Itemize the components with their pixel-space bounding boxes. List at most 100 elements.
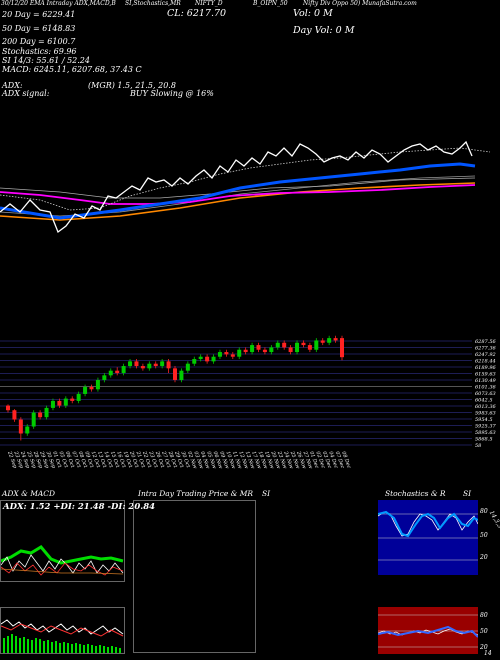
- date-tick-label: 08 Oct: [77, 451, 89, 470]
- adx-panel: ADX: 1.52 +DI: 21.48 -DI: 20.84: [0, 500, 155, 582]
- date-tick-label: 01 Dec: [308, 451, 320, 470]
- stoch-level-50: 50: [480, 532, 488, 539]
- date-tick-label: 10 Nov: [225, 451, 237, 470]
- price-tick-label: 6218.44: [475, 359, 496, 365]
- candle-body: [70, 398, 75, 401]
- header-line1-mid: SI,Stochastics,MR: [125, 0, 181, 7]
- date-tick-label: 07 Oct: [70, 451, 82, 470]
- rsi-lines: [378, 614, 478, 648]
- date-tick-label: 04 Nov: [199, 451, 211, 470]
- candle-body: [31, 412, 36, 427]
- volume-label: Vol: 0 M: [293, 8, 333, 19]
- ma50-line: [0, 184, 476, 205]
- ma200-line: [0, 182, 476, 221]
- candle-body: [205, 356, 210, 362]
- stochastics-si-label: SI: [463, 489, 472, 498]
- adx-lines: [1, 545, 124, 576]
- candle-body: [243, 349, 248, 353]
- candle-body: [147, 363, 152, 369]
- candle-body: [140, 366, 145, 369]
- adx-signal-label: ADX signal:: [2, 89, 50, 98]
- price-tick-label: 6013.36: [475, 404, 496, 410]
- price-tick-label: 5983.63: [475, 411, 496, 417]
- candle-body: [192, 359, 197, 364]
- rsi-level-80: 80: [480, 612, 488, 619]
- candle-body: [173, 368, 177, 380]
- candle-body: [333, 338, 338, 341]
- date-tick-label: 09 Nov: [218, 451, 230, 470]
- stochastics-label: Stochastics: 69.96: [2, 47, 77, 56]
- ema-dotted-line: [0, 147, 491, 211]
- date-tick-label: 03 Nov: [192, 451, 204, 470]
- price-tick-label: 6130.49: [475, 378, 496, 384]
- candle-body: [269, 347, 274, 353]
- candle-body: [50, 400, 55, 408]
- header-line1-desc: Nifty Div Oppo 50) MunafaSutra.com: [303, 0, 417, 7]
- candle-body: [275, 342, 280, 348]
- candle-body: [25, 426, 30, 434]
- candle-body: [166, 361, 171, 369]
- candle-body: [115, 370, 120, 374]
- adx-macd-title: ADX & MACD: [2, 489, 56, 498]
- ma50-label: 50 Day = 6148.83: [2, 24, 76, 33]
- candle-body: [320, 340, 325, 343]
- date-tick-label: 03 Dec: [321, 451, 333, 470]
- candle-body: [340, 338, 344, 358]
- date-tick-label: 07 Dec: [334, 451, 346, 470]
- candle-body: [76, 393, 81, 401]
- price-tick-label: 6159.63: [475, 372, 496, 378]
- stochastics-lines: [378, 510, 478, 561]
- candle-body: [230, 354, 235, 357]
- moving-average-chart: [0, 140, 491, 234]
- macd-label: MACD: 6245.11, 6207.68, 37.43 C: [2, 65, 142, 74]
- date-tick-label: 30 Oct: [180, 451, 192, 470]
- ma20-line: [0, 162, 476, 220]
- adx-values: (MGR) 1.5, 21.5, 20.8: [88, 81, 176, 90]
- date-tick-label: 11 Nov: [231, 451, 243, 470]
- candle-body: [18, 419, 23, 434]
- price-tick-label: 6287.56: [475, 339, 496, 345]
- price-tick-label: 6247.92: [475, 352, 496, 358]
- price-tick-label: 5895.63: [475, 430, 496, 436]
- candle-body: [57, 400, 62, 406]
- date-tick-label: 02 Nov: [186, 451, 198, 470]
- macd-white-line: [1, 619, 124, 635]
- macd-red-line: [1, 623, 124, 637]
- price-tick-label: 5868.5: [475, 437, 493, 443]
- intraday-si-label: SI: [262, 489, 271, 498]
- ma20-label: 20 Day = 6229.41: [2, 10, 76, 19]
- header-line1-code: B_OIPN_50: [253, 0, 288, 7]
- date-tick-label: 05 Nov: [205, 451, 217, 470]
- candle-body: [44, 407, 49, 418]
- candlestick-chart: 6287.566277.366247.926218.446189.966159.…: [0, 335, 496, 449]
- candle-body: [262, 349, 267, 353]
- ma200-label: 200 Day = 6100.7: [2, 37, 76, 46]
- price-tick-label: 6042.5: [475, 398, 493, 404]
- candle-body: [128, 361, 133, 367]
- candle-body: [224, 352, 229, 355]
- header-line1-left: 30/12/20 EMA Intraday ADX,MACD,B: [1, 0, 116, 7]
- stochastics-title: Stochastics & R: [385, 489, 446, 498]
- price-tick-label: 5925.37: [475, 424, 496, 430]
- intraday-panel: [133, 500, 256, 653]
- candle-body: [38, 412, 43, 418]
- macd-lines: [1, 619, 124, 653]
- stoch-level-80: 80: [480, 508, 488, 515]
- candle-body: [288, 347, 293, 353]
- price-tick-label: 6277.36: [475, 346, 496, 352]
- candle-body: [198, 356, 203, 360]
- date-tick-label: 14 Oct: [102, 451, 114, 470]
- candle-body: [83, 386, 88, 394]
- adx-green-line: [1, 545, 124, 565]
- close-price-label: CL: 6217.70: [167, 8, 227, 19]
- candle-body: [307, 345, 312, 350]
- close-price-line: [0, 140, 473, 234]
- adx-values-label: ADX: 1.52 +DI: 21.48 -DI: 20.84: [3, 502, 156, 512]
- date-tick-label: 06 Nov: [212, 451, 224, 470]
- candle-body: [179, 370, 184, 380]
- buy-signal-label: BUY Slowing @ 16%: [130, 89, 214, 98]
- stoch-level-20: 20: [480, 554, 488, 561]
- si-label: SI 14/3: 55.61 / 52.24: [2, 56, 90, 65]
- price-tick-label: 6101.36: [475, 385, 496, 391]
